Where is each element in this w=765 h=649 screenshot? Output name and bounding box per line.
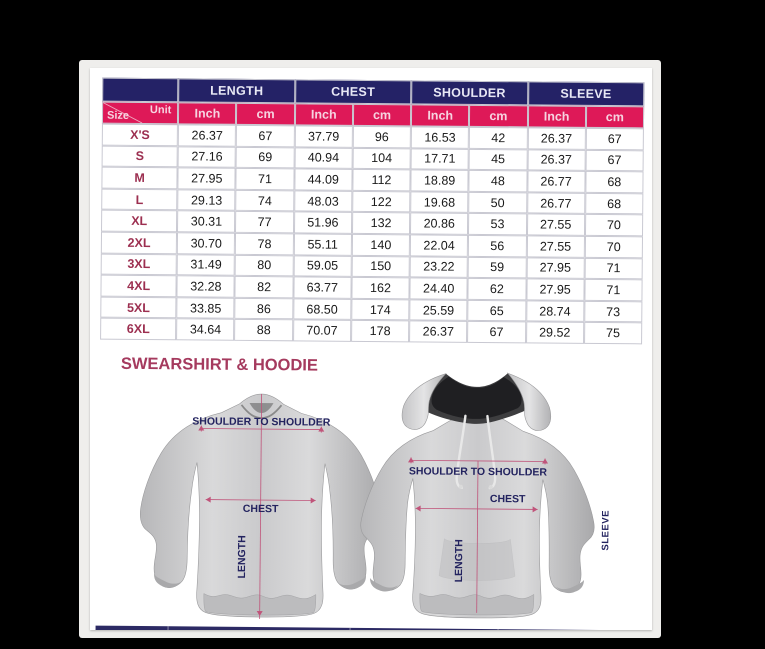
svg-text:SHOULDER TO SHOULDER: SHOULDER TO SHOULDER	[192, 415, 331, 428]
svg-text:SHOULDER TO SHOULDER: SHOULDER TO SHOULDER	[409, 465, 548, 478]
svg-text:LENGTH: LENGTH	[453, 539, 465, 582]
svg-text:LENGTH: LENGTH	[236, 535, 248, 578]
svg-text:CHEST: CHEST	[490, 493, 526, 505]
svg-text:CHEST: CHEST	[243, 503, 279, 515]
